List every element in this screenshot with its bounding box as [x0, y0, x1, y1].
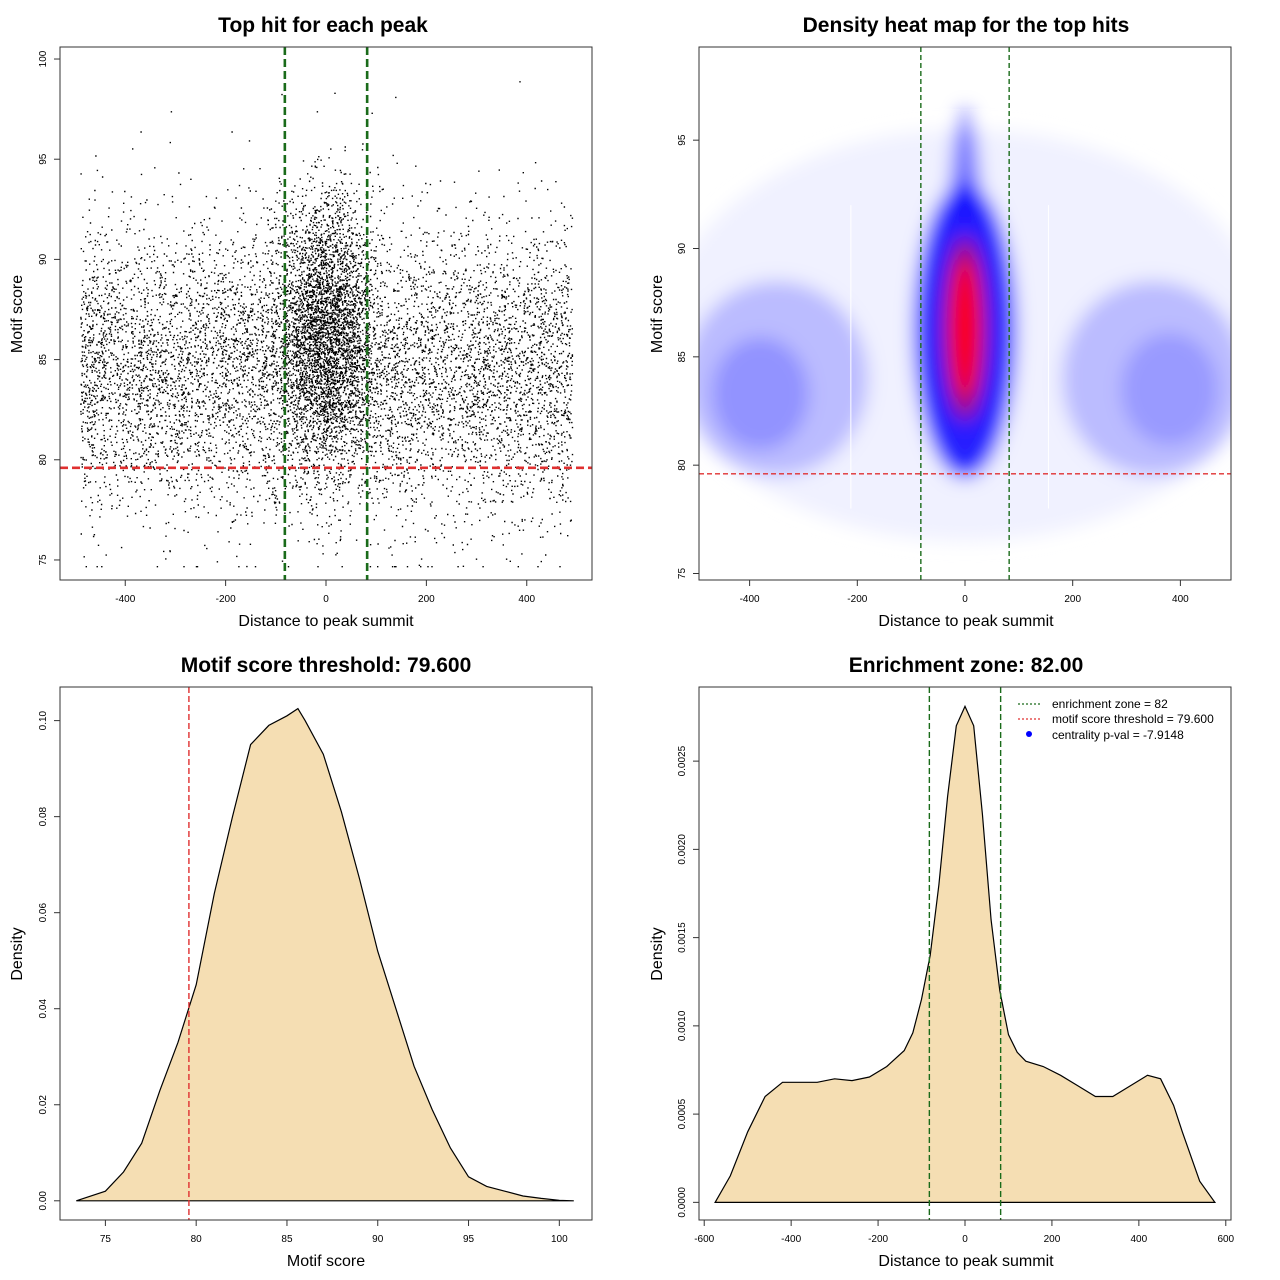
heatmap-area: [699, 47, 1231, 580]
x-tick-label: 400: [1131, 1234, 1148, 1245]
y-tick-label: 80: [677, 459, 688, 471]
x-tick-label: -200: [216, 594, 236, 605]
y-tick-label: 85: [677, 351, 688, 363]
y-tick-label: 75: [677, 568, 688, 580]
y-tick-label: 0.0000: [677, 1187, 688, 1218]
y-tick-label: 0.0005: [677, 1098, 688, 1129]
density-blobs: [699, 107, 1231, 541]
y-tick-label: 0.0015: [677, 922, 688, 953]
x-axis-label: Motif score: [287, 1253, 365, 1270]
x-tick-label: 75: [100, 1234, 112, 1245]
heatmap-panel: Density heat map for the top hits -400 -2…: [649, 14, 1232, 630]
y-tick-label: 0.00: [38, 1191, 49, 1211]
x-tick-label: -400: [781, 1234, 801, 1245]
x-tick-label: 400: [518, 594, 535, 605]
x-tick-label: 0: [962, 594, 968, 605]
density-spot: [711, 337, 809, 450]
y-axis-label: Motif score: [9, 275, 26, 353]
y-tick-label: 100: [38, 50, 49, 67]
y-axis-label: Motif score: [649, 275, 666, 353]
x-axis: 75 80 85 90 95 100: [100, 1219, 568, 1245]
y-tick-label: 75: [38, 554, 49, 566]
x-axis-label: Distance to peak summit: [878, 1253, 1054, 1270]
distance-density-panel: Enrichment zone: 82.00 -600 -400 -200 0 200 4…: [649, 654, 1235, 1270]
legend-label: motif score threshold = 79.600: [1052, 712, 1214, 726]
x-tick-label: 600: [1217, 1234, 1234, 1245]
panel-title: Density heat map for the top hits: [803, 14, 1130, 37]
x-tick-label: 90: [372, 1234, 384, 1245]
y-tick-label: 95: [38, 153, 49, 165]
density-area: [714, 704, 1217, 1203]
panel-title: Top hit for each peak: [218, 14, 428, 37]
x-axis: -400 -200 0 200 400: [740, 579, 1189, 605]
x-tick-label: 80: [191, 1234, 203, 1245]
legend-label: enrichment zone = 82: [1052, 697, 1168, 711]
x-axis: -400 -200 0 200 400: [115, 579, 536, 605]
x-tick-label: 400: [1172, 594, 1189, 605]
y-axis-label: Density: [9, 927, 26, 980]
y-tick-label: 0.02: [38, 1095, 49, 1115]
x-tick-label: 0: [962, 1234, 968, 1245]
density-spot: [1121, 333, 1219, 446]
x-tick-label: 95: [463, 1234, 475, 1245]
y-axis: 0.00 0.02 0.04 0.06 0.08 0.10: [38, 710, 61, 1211]
y-tick-label: 90: [38, 253, 49, 265]
y-axis: 75 80 85 90 95: [677, 134, 700, 580]
y-axis: 75 80 85 90 95 100: [38, 50, 61, 566]
x-tick-label: 200: [1044, 1234, 1061, 1245]
score-density-panel: Motif score threshold: 79.600 75 80 85 90 95…: [9, 654, 593, 1270]
y-tick-label: 0.0025: [677, 745, 688, 776]
y-tick-label: 0.0010: [677, 1010, 688, 1041]
scatter-point-cloud: [80, 81, 574, 568]
x-tick-label: -200: [847, 594, 867, 605]
scatter-panel: Top hit for each peak -400 -200 0 200 400 75…: [9, 14, 593, 630]
x-tick-label: -200: [868, 1234, 888, 1245]
y-axis: 0.0000 0.0005 0.0010 0.0015 0.0020 0.0025: [677, 745, 700, 1218]
y-axis-label: Density: [649, 927, 666, 980]
x-tick-label: 100: [551, 1234, 568, 1245]
y-tick-label: 80: [38, 454, 49, 466]
y-tick-label: 0.08: [38, 806, 49, 826]
y-tick-label: 0.06: [38, 903, 49, 923]
y-tick-label: 95: [677, 134, 688, 146]
density-peak: [951, 259, 979, 398]
x-axis-label: Distance to peak summit: [878, 613, 1054, 630]
reference-lines: [928, 687, 1002, 1220]
y-tick-label: 90: [677, 243, 688, 255]
panel-title: Motif score threshold: 79.600: [181, 654, 472, 677]
reference-lines: [699, 47, 1231, 580]
x-tick-label: -400: [740, 594, 760, 605]
x-axis: -600 -400 -200 0 200 400 600: [694, 1219, 1235, 1245]
density-area: [76, 707, 574, 1202]
legend-label: centrality p-val = -7.9148: [1052, 728, 1184, 742]
y-tick-label: 0.04: [38, 999, 49, 1019]
y-tick-label: 0.10: [38, 710, 49, 730]
x-axis-label: Distance to peak summit: [238, 613, 414, 630]
x-tick-label: 200: [418, 594, 435, 605]
x-tick-label: 85: [281, 1234, 293, 1245]
x-tick-label: -400: [115, 594, 135, 605]
y-tick-label: 85: [38, 354, 49, 366]
plot-frame: [59, 46, 593, 581]
x-tick-label: -600: [694, 1234, 714, 1245]
panel-title: Enrichment zone: 82.00: [849, 654, 1084, 677]
y-tick-label: 0.0020: [677, 834, 688, 865]
x-tick-label: 0: [323, 594, 329, 605]
legend-swatch-pval: [1026, 731, 1032, 737]
legend: enrichment zone = 82 motif score thresho…: [1018, 697, 1214, 742]
reference-lines: [60, 47, 592, 580]
x-tick-label: 200: [1064, 594, 1081, 605]
scatter-points: [80, 81, 574, 568]
